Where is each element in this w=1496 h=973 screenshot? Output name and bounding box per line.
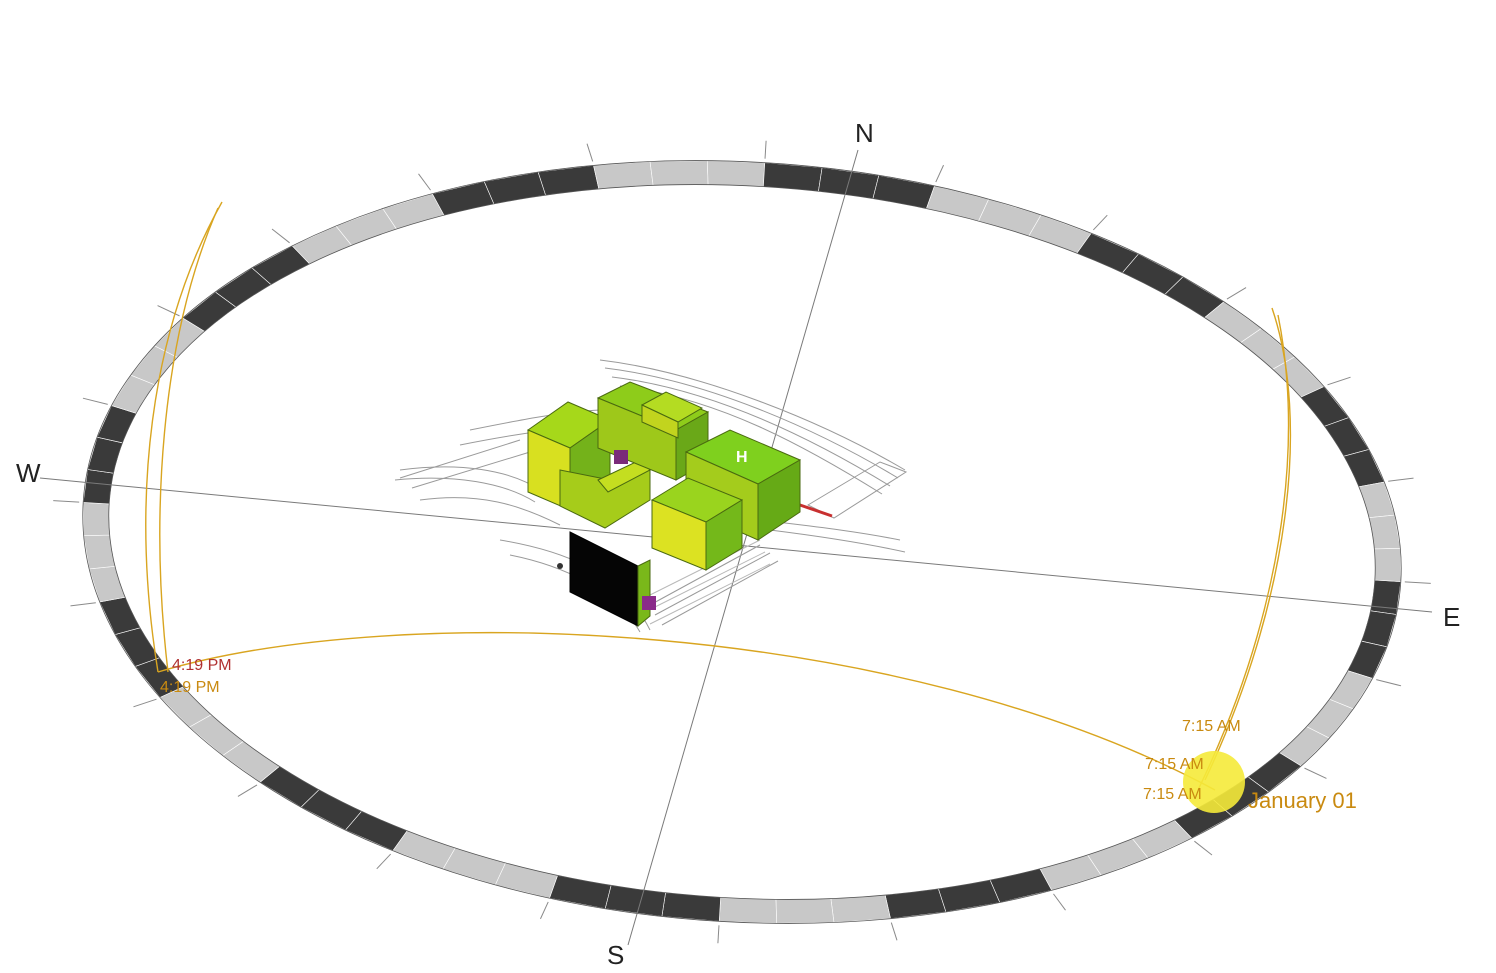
compass-ring-segment: [82, 469, 114, 505]
site-road-grid: [639, 539, 771, 625]
building-block-dark: [569, 531, 656, 628]
winter-sun-arc: [157, 631, 1216, 791]
compass-ring-segment: [82, 502, 110, 536]
compass-tick: [1226, 287, 1247, 300]
compass-tick: [1092, 214, 1108, 231]
compass-ring-edge-outer: [82, 160, 1402, 924]
building-accent-purple: [614, 450, 628, 464]
building-block-c: [650, 477, 744, 571]
compass-ring-segment: [718, 897, 778, 924]
compass-ticks: [53, 140, 1431, 944]
compass-tick: [157, 305, 180, 317]
north-south-axis: [627, 149, 859, 946]
compass-ring-segment: [706, 160, 766, 187]
compass-ring-segment: [604, 885, 666, 917]
compass-ring-segment: [1370, 579, 1402, 615]
building-block-a: [526, 401, 651, 529]
site-marker: [799, 503, 833, 518]
compass-tick: [1194, 840, 1213, 856]
sunrise-time-label: 7:15 AM: [1145, 756, 1204, 773]
compass-south-label: S: [607, 940, 625, 970]
compass-ring-segment: [649, 160, 709, 186]
compass-tick: [1388, 477, 1414, 482]
compass-ring-segment: [87, 436, 123, 474]
compass-ring: [82, 160, 1402, 924]
compass-tick: [717, 925, 720, 944]
compass-tick: [70, 602, 96, 607]
compass-tick: [82, 397, 108, 405]
compass-ring-segment: [537, 165, 600, 196]
compass-tick: [586, 143, 594, 162]
compass-ring-segment: [1361, 610, 1397, 648]
compass-tick: [418, 173, 431, 191]
compass-tick: [1053, 893, 1066, 911]
compass-ring-segment: [483, 171, 547, 205]
compass-tick: [133, 698, 157, 708]
compass-ring-segment: [1374, 548, 1402, 582]
building-cluster: [526, 381, 802, 628]
compass-ring-segment: [775, 898, 835, 924]
east-analemma-arc-2: [1197, 314, 1290, 791]
site-figure-marker: [557, 563, 563, 569]
compass-tick: [1327, 376, 1351, 386]
west-analemma-arc-1: [145, 201, 223, 673]
compass-north-label: N: [855, 118, 874, 148]
compass-tick: [376, 853, 392, 870]
sunrise-time-label: 7:15 AM: [1143, 786, 1202, 803]
compass-ring-segment: [593, 161, 654, 190]
compass-ring-segment: [884, 888, 947, 919]
sun-path-arcs: [145, 201, 1292, 791]
compass-tick: [237, 784, 258, 797]
west-analemma-arc-2: [159, 207, 219, 673]
compass-west-label: W: [16, 458, 41, 488]
compass-tick: [539, 901, 549, 920]
compass-tick: [890, 922, 898, 941]
sun-icon: [1183, 751, 1245, 813]
compass-tick: [53, 500, 80, 503]
compass-tick: [1304, 767, 1327, 779]
date-label: January 01: [1248, 788, 1357, 813]
sunset-time-label: 4:19 PM: [160, 679, 220, 696]
compass-tick: [1404, 581, 1431, 584]
building-h-label: H: [736, 449, 748, 466]
sunset-time-label: 4:19 PM: [172, 657, 232, 674]
compass-tick: [764, 140, 767, 159]
compass-tick: [935, 164, 945, 183]
compass-ring-segment: [830, 894, 891, 923]
compass-ring-edge-inner: [108, 184, 1376, 900]
compass-tick: [1376, 679, 1402, 687]
compass-east-label: E: [1443, 602, 1461, 632]
compass-ring-segment: [937, 879, 1001, 913]
sunrise-time-label: 7:15 AM: [1182, 718, 1241, 735]
compass-tick: [271, 228, 290, 244]
